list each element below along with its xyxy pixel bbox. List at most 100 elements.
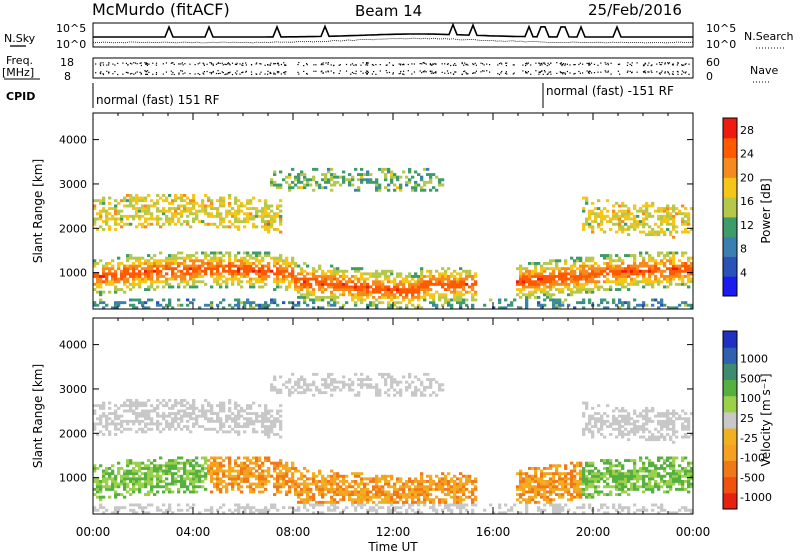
power-cell bbox=[219, 301, 223, 305]
power-cell bbox=[147, 259, 151, 263]
velocity-cell bbox=[93, 425, 97, 428]
power-cell bbox=[150, 285, 154, 289]
power-cell bbox=[285, 275, 289, 278]
velocity-cell bbox=[291, 372, 295, 376]
power-cell bbox=[177, 196, 181, 200]
freq-dot bbox=[146, 63, 148, 65]
nave-dot bbox=[366, 73, 369, 75]
velocity-cell bbox=[147, 477, 151, 481]
velocity-cell bbox=[330, 469, 334, 473]
velocity-cell bbox=[342, 480, 346, 483]
velocity-cell bbox=[105, 480, 109, 483]
power-cell bbox=[681, 280, 685, 284]
power-cell bbox=[423, 298, 427, 302]
velocity-cell bbox=[192, 480, 196, 483]
power-cell bbox=[534, 285, 538, 289]
velocity-cell bbox=[129, 401, 133, 405]
power-cell bbox=[414, 170, 418, 174]
velocity-cell bbox=[378, 506, 382, 510]
power-cell bbox=[609, 220, 613, 223]
velocity-cell bbox=[387, 508, 391, 512]
power-cell bbox=[558, 275, 562, 278]
power-cell bbox=[654, 233, 658, 237]
power-cell bbox=[180, 196, 184, 200]
power-cell bbox=[165, 264, 169, 268]
power-cell bbox=[132, 214, 136, 218]
power-cell bbox=[579, 290, 583, 294]
freq-dot bbox=[399, 64, 402, 66]
velocity-cell bbox=[108, 495, 112, 499]
power-cell bbox=[573, 285, 577, 289]
power-cell bbox=[681, 282, 685, 286]
power-cell bbox=[153, 288, 157, 291]
velocity-cell bbox=[297, 500, 301, 504]
velocity-cell bbox=[111, 477, 115, 481]
power-cell bbox=[579, 301, 583, 305]
power-cell bbox=[444, 272, 448, 276]
nave-dot bbox=[561, 72, 563, 74]
velocity-cell bbox=[345, 493, 349, 496]
velocity-cell bbox=[276, 419, 280, 423]
freq-dot bbox=[189, 63, 191, 65]
velocity-cell bbox=[237, 482, 241, 486]
power-cell bbox=[249, 214, 253, 218]
freq-dot bbox=[162, 63, 164, 65]
nave-dot bbox=[434, 72, 436, 74]
nave-dot bbox=[239, 73, 241, 75]
power-cell bbox=[600, 220, 604, 223]
power-cell bbox=[168, 298, 172, 302]
velocity-cell bbox=[270, 388, 274, 392]
power-cell bbox=[549, 282, 553, 286]
power-cell bbox=[252, 196, 256, 200]
power-cell bbox=[198, 264, 202, 268]
power-cell bbox=[264, 269, 268, 273]
power-cell bbox=[213, 207, 217, 210]
velocity-cell bbox=[135, 469, 139, 473]
power-cell bbox=[291, 262, 295, 265]
power-cell bbox=[630, 212, 634, 216]
velocity-cell bbox=[291, 474, 295, 478]
power-cell bbox=[660, 207, 664, 210]
power-cell bbox=[255, 212, 259, 216]
power-cell bbox=[384, 178, 388, 182]
velocity-cell bbox=[369, 495, 373, 499]
power-cell bbox=[597, 303, 601, 307]
velocity-cell bbox=[192, 417, 196, 421]
power-cell bbox=[642, 209, 646, 213]
velocity-cell bbox=[321, 391, 325, 395]
velocity-cell bbox=[186, 461, 190, 465]
power-cell bbox=[96, 303, 100, 307]
nave-dot bbox=[180, 70, 182, 72]
power-cell bbox=[273, 217, 277, 221]
power-cell bbox=[549, 295, 553, 299]
velocity-cell bbox=[333, 493, 337, 496]
power-cell bbox=[609, 280, 613, 284]
freq-dot bbox=[239, 63, 241, 65]
power-cell bbox=[321, 298, 325, 302]
velocity-cell bbox=[282, 477, 286, 481]
power-cell bbox=[294, 275, 298, 278]
velocity-cell bbox=[342, 498, 346, 502]
velocity-cell bbox=[219, 506, 223, 510]
power-cell bbox=[456, 280, 460, 284]
velocity-cell bbox=[351, 485, 355, 489]
velocity-cell bbox=[117, 467, 121, 470]
velocity-cell bbox=[360, 477, 364, 481]
velocity-cell bbox=[396, 383, 400, 387]
power-cell bbox=[342, 180, 346, 184]
power-cell bbox=[510, 303, 514, 307]
velocity-cell bbox=[318, 485, 322, 489]
nave-dot bbox=[199, 73, 201, 76]
nave-dot bbox=[544, 71, 546, 73]
power-cell bbox=[126, 194, 130, 197]
velocity-cell bbox=[99, 417, 103, 421]
power-cell bbox=[642, 204, 646, 208]
velocity-cell bbox=[405, 495, 409, 499]
power-cell bbox=[252, 277, 256, 281]
velocity-cell bbox=[195, 477, 199, 481]
nave-dot bbox=[677, 73, 679, 75]
nave-dot bbox=[197, 73, 199, 75]
power-cell bbox=[591, 290, 595, 294]
power-cell bbox=[594, 220, 598, 223]
velocity-cell bbox=[297, 385, 301, 389]
